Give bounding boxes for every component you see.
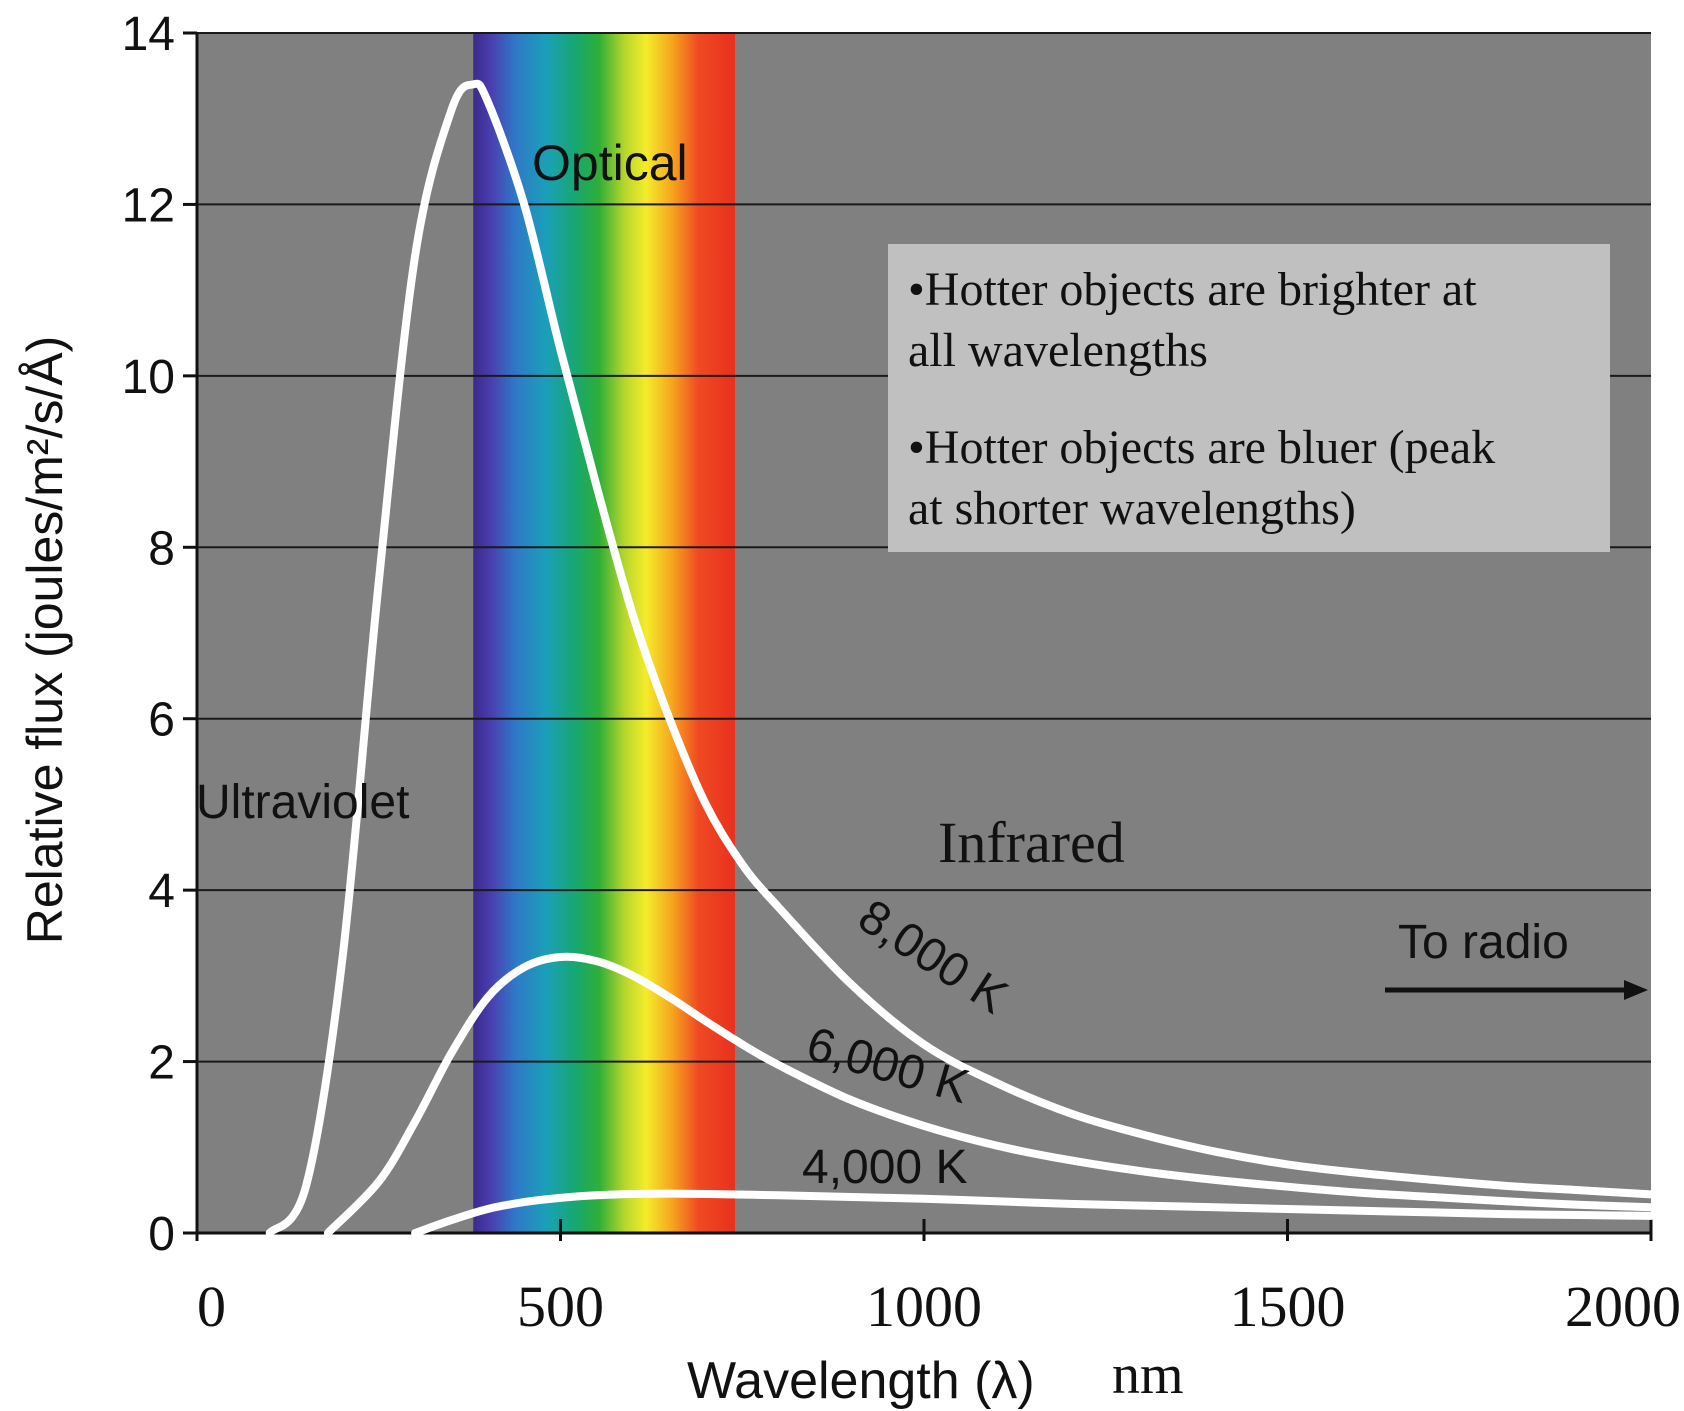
x-tick-label-500: 500 <box>517 1274 604 1339</box>
y-tick-label-4: 4 <box>148 865 175 918</box>
curve-6000k <box>323 952 1655 1237</box>
infrared-label: Infrared <box>938 810 1125 875</box>
curve-4000k <box>411 1189 1655 1237</box>
x-tick-label-2000: 2000 <box>1565 1274 1681 1339</box>
plot-background <box>197 33 1651 1233</box>
label-4000k: 4,000 K <box>802 1141 967 1194</box>
annotation-line-1: •Hotter objects are brighter at <box>908 263 1477 316</box>
x-axis-title: Wavelength (λ) <box>687 1352 1035 1410</box>
to-radio-arrow-icon <box>1385 980 1648 1000</box>
x-tick-label-0: 0 <box>197 1274 226 1339</box>
x-axis: 0 500 1000 1500 2000 <box>195 1219 1681 1339</box>
x-axis-unit: nm <box>1112 1344 1184 1406</box>
annotation-line-3: •Hotter objects are bluer (peak <box>908 421 1495 474</box>
y-tick-label-0: 0 <box>148 1208 175 1261</box>
y-axis: 0 2 4 6 8 10 12 14 <box>122 8 197 1261</box>
y-tick-label-10: 10 <box>122 351 175 404</box>
x-tick-label-1000: 1000 <box>866 1274 982 1339</box>
y-tick-label-12: 12 <box>122 179 175 232</box>
y-axis-title: Relative flux (joules/m²/s/Å) <box>17 336 73 945</box>
to-radio-label: To radio <box>1398 916 1569 969</box>
gridlines <box>197 32 1651 1063</box>
annotation-line-2: all wavelengths <box>908 324 1208 377</box>
annotation-line-4: at shorter wavelengths) <box>908 482 1356 535</box>
y-tick-label-6: 6 <box>148 694 175 747</box>
annotation-box: •Hotter objects are brighter at all wave… <box>888 244 1610 552</box>
ultraviolet-label: Ultraviolet <box>196 776 409 829</box>
x-tick-label-1500: 1500 <box>1230 1274 1346 1339</box>
optical-label: Optical <box>532 135 688 191</box>
curve-8000k <box>265 79 1655 1237</box>
series-curves <box>265 79 1655 1237</box>
y-tick-label-14: 14 <box>122 8 175 61</box>
y-tick-label-8: 8 <box>148 522 175 575</box>
y-tick-label-2: 2 <box>148 1037 175 1090</box>
optical-spectrum-band <box>473 33 735 1233</box>
